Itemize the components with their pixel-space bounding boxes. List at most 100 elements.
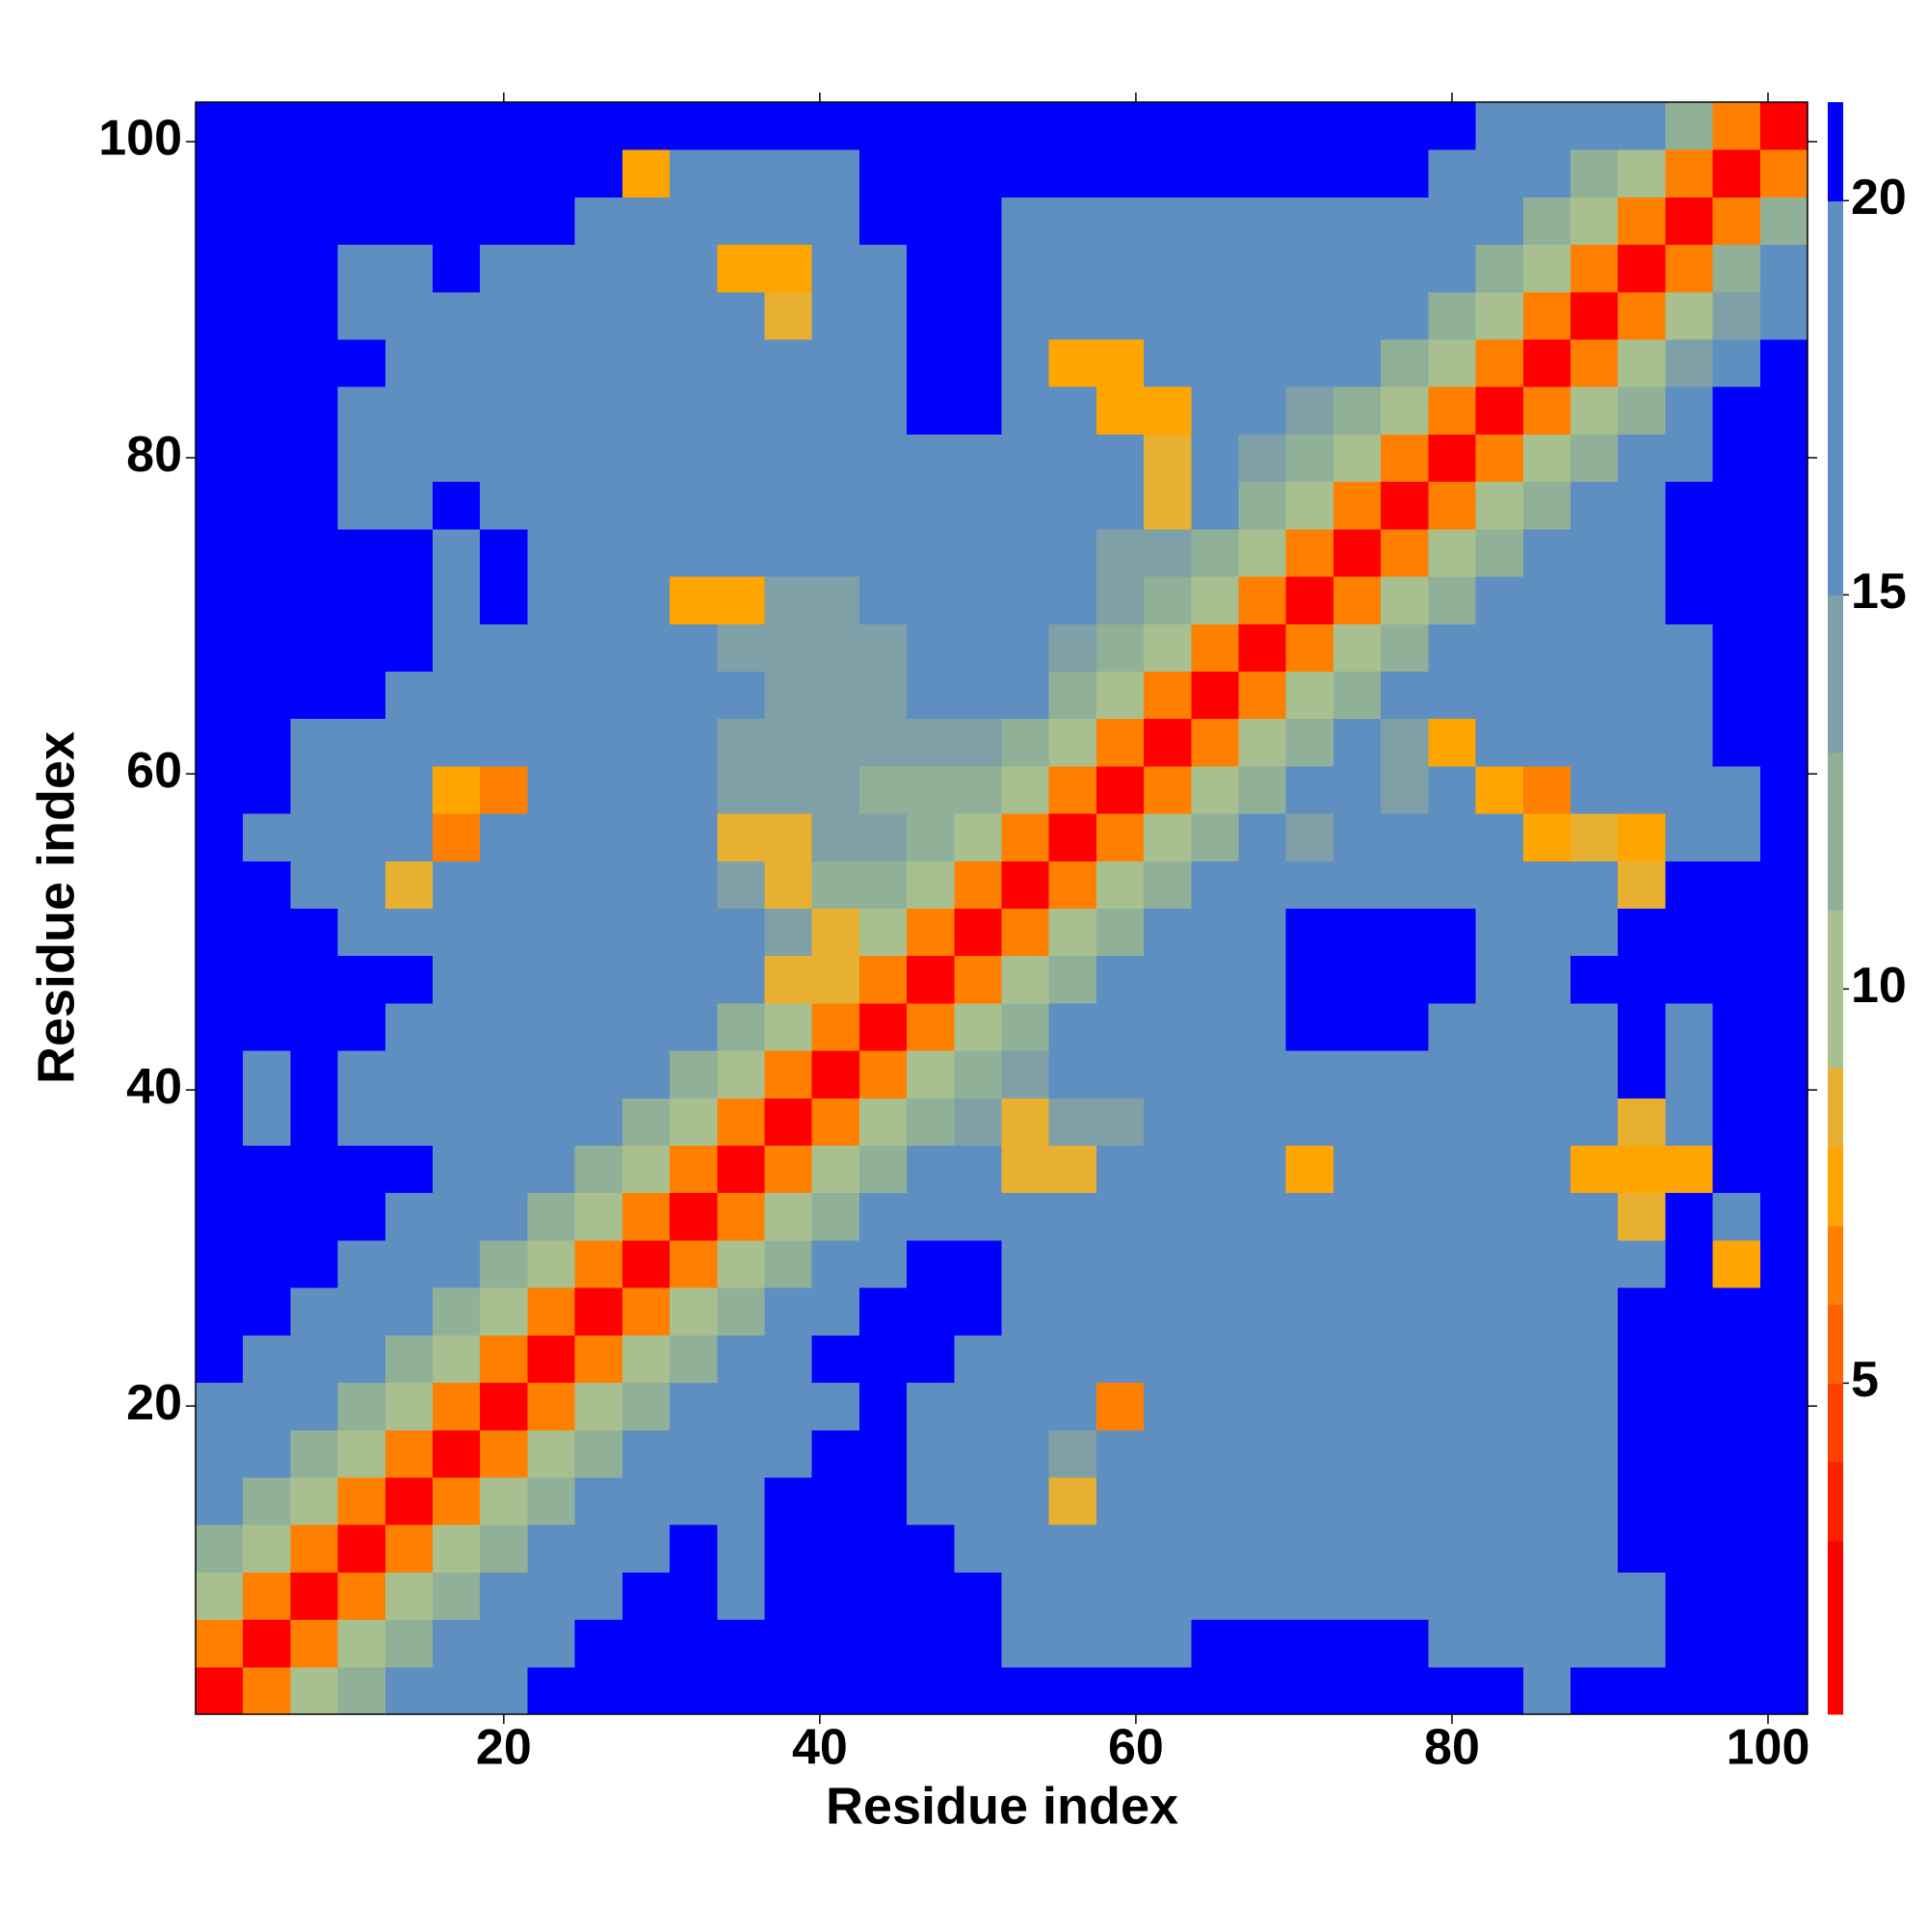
heat-cell	[954, 1572, 1002, 1621]
heat-cell	[1618, 434, 1666, 483]
heat-cell	[1570, 860, 1619, 909]
heat-cell	[1191, 149, 1240, 198]
heat-cell	[527, 197, 576, 246]
heat-cell	[954, 528, 1002, 577]
heat-cell	[527, 102, 576, 150]
heat-cell	[1381, 1382, 1429, 1431]
heat-cell	[1333, 1098, 1382, 1147]
heat-cell	[811, 528, 860, 577]
heat-cell	[1570, 955, 1619, 1004]
heat-cell	[670, 1192, 718, 1241]
heat-cell	[433, 1050, 481, 1098]
heat-cell	[1191, 955, 1240, 1004]
heat-cell	[1428, 386, 1477, 435]
heat-cell	[290, 1050, 339, 1098]
heat-cell	[1759, 149, 1808, 198]
heat-cell	[1618, 1145, 1666, 1194]
heat-cell	[384, 1145, 434, 1194]
heat-cell	[1238, 528, 1287, 577]
heat-cell	[1144, 1002, 1192, 1051]
heat-cell	[1333, 386, 1382, 435]
heat-cell	[290, 860, 339, 909]
heat-cell	[1759, 1476, 1808, 1525]
heat-cell	[1522, 813, 1571, 861]
heat-cell	[1001, 1192, 1050, 1241]
heat-cell	[1428, 291, 1477, 340]
heat-cell	[858, 1572, 908, 1621]
heat-cell	[480, 149, 528, 198]
heat-cell	[621, 1050, 671, 1098]
colorbar-tick-label: 10	[1851, 958, 1907, 1014]
heat-cell	[337, 481, 386, 530]
heat-cell	[337, 576, 386, 624]
heat-cell	[243, 1050, 291, 1098]
heat-cell	[1712, 955, 1761, 1004]
heat-cell	[1333, 765, 1382, 814]
colorbar-bin	[1828, 200, 1843, 595]
heat-cell	[764, 1429, 813, 1478]
heat-cell	[384, 528, 434, 577]
heat-cell	[196, 1145, 244, 1194]
heat-cell	[1381, 481, 1429, 530]
heat-cell	[1144, 339, 1192, 387]
heat-cell	[1048, 386, 1097, 435]
heat-cell	[433, 671, 481, 720]
heat-cell	[1333, 813, 1382, 861]
heat-cell	[196, 1002, 244, 1051]
heat-cell	[907, 291, 955, 340]
heat-cell	[670, 1050, 718, 1098]
heat-cell	[1759, 1002, 1808, 1051]
heat-cell	[670, 1429, 718, 1478]
heat-cell	[858, 908, 908, 957]
heat-cell	[954, 1666, 1002, 1715]
heat-cell	[1522, 434, 1571, 483]
heat-cell	[1095, 528, 1145, 577]
heat-cell	[1428, 1524, 1477, 1573]
heat-cell	[621, 955, 671, 1004]
heat-cell	[670, 1239, 718, 1288]
heat-cell	[337, 1572, 386, 1621]
heat-cell	[1001, 149, 1050, 198]
heat-cell	[1285, 1382, 1334, 1431]
heat-cell	[1333, 1666, 1382, 1715]
heat-cell	[290, 576, 339, 624]
heat-cell	[1191, 1524, 1240, 1573]
heat-cell	[243, 197, 291, 246]
heat-cell	[858, 813, 908, 861]
heat-cell	[1285, 1192, 1334, 1241]
heat-cell	[1570, 1335, 1619, 1384]
heat-cell	[1618, 1287, 1666, 1336]
heat-cell	[1665, 1239, 1714, 1288]
heat-cell	[1475, 671, 1524, 720]
heat-cell	[527, 1572, 576, 1621]
heat-cell	[1522, 718, 1571, 767]
heat-cell	[1712, 860, 1761, 909]
heat-cell	[1285, 1476, 1334, 1525]
heat-cell	[1618, 765, 1666, 814]
heat-cell	[480, 1050, 528, 1098]
heat-cell	[1144, 671, 1192, 720]
heat-cell	[1048, 718, 1097, 767]
heat-cell	[954, 1287, 1002, 1336]
heat-cell	[337, 1429, 386, 1478]
heat-cell	[1428, 149, 1477, 198]
heat-cell	[480, 386, 528, 435]
heat-cell	[764, 528, 813, 577]
heat-cell	[1191, 244, 1240, 293]
heat-cell	[1475, 908, 1524, 957]
heat-cell	[1618, 1192, 1666, 1241]
heat-cell	[1048, 813, 1097, 861]
heat-cell	[384, 813, 434, 861]
heat-cell	[1095, 1524, 1145, 1573]
heat-cell	[717, 434, 765, 483]
heat-cell	[243, 1524, 291, 1573]
heat-cell	[1759, 1619, 1808, 1668]
heat-cell	[907, 1335, 955, 1384]
heat-cell	[1144, 765, 1192, 814]
heat-cell	[1238, 765, 1287, 814]
heat-cell	[1428, 1050, 1477, 1098]
heat-cell	[717, 576, 765, 624]
heat-cell	[907, 1145, 955, 1194]
heat-cell	[1759, 1098, 1808, 1147]
heat-cell	[1522, 576, 1571, 624]
